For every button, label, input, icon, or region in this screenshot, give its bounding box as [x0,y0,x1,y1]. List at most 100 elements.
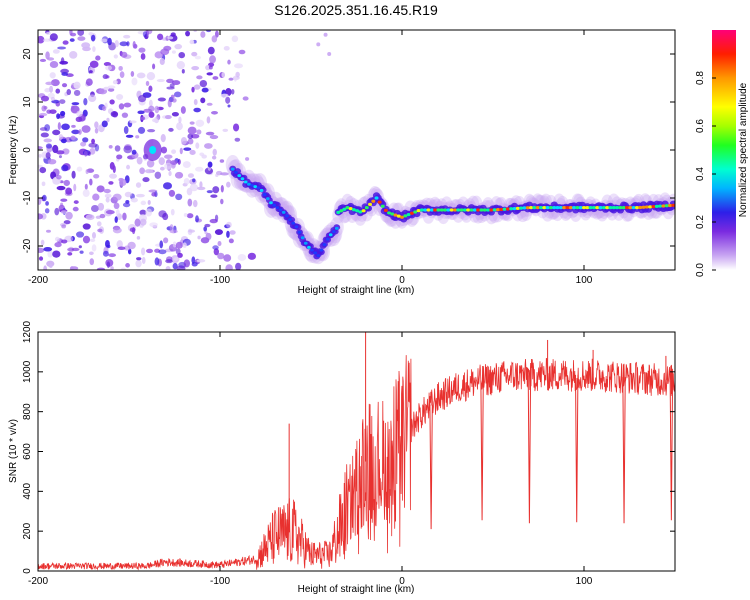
flat-track-core [406,212,411,217]
snr-dip [480,380,484,521]
noise-blob [148,105,155,112]
flat-track-core [426,208,431,212]
spectrogram-xtick-label: -200 [28,275,48,286]
noise-blob [171,50,176,54]
noise-blob [214,229,223,235]
noise-blob [83,97,88,106]
noise-blob [191,261,198,267]
flat-track-core [416,209,421,213]
noise-blob [135,135,140,139]
noise-blob [136,156,143,165]
noise-blob [201,154,207,159]
noise-blob [104,193,112,198]
flat-track-core [396,214,401,218]
descending-track-core [247,182,251,186]
noise-blob [163,237,169,244]
noise-blob [61,72,69,76]
noise-blob [209,55,216,64]
noise-blob [71,170,76,179]
descending-track-core [230,167,235,171]
noise-blob [149,222,158,228]
noise-blob [212,76,219,80]
noise-blob [58,134,64,140]
noise-blob [38,35,45,44]
noise-blob [108,181,114,185]
flat-track-core [505,207,510,211]
noise-blob [162,212,169,221]
noise-blob [206,30,211,33]
noise-blob [115,209,120,217]
descending-track-core [307,245,311,249]
noise-blob [195,119,205,127]
noise-blob [114,40,119,48]
noise-blob [80,141,87,147]
flat-track-core [387,211,392,215]
noise-blob [120,267,127,270]
flat-track-core [342,207,347,211]
flat-track-core [671,203,675,207]
flat-track-core [390,212,395,216]
flat-track-core [393,213,398,217]
noise-blob [76,166,83,172]
noise-blob [148,99,153,107]
noise-blob [52,144,59,154]
flat-track-core [409,211,414,215]
flat-track-core [400,215,404,219]
noise-blob [146,159,155,168]
noise-blob [116,154,123,160]
noise-blob [45,31,52,36]
descending-track-core [269,201,273,205]
noise-blob [96,267,106,270]
noise-blob [82,223,91,230]
noise-blob [159,166,165,171]
noise-blob [95,55,101,61]
snr-ylabel: SNR (10 * v/v) [8,419,19,483]
flat-track-core [439,208,444,212]
noise-blob [205,131,215,136]
noise-blob [219,159,225,163]
noise-blob [213,248,220,256]
flat-track-core [358,210,363,214]
noise-blob [85,169,89,175]
noise-blob [121,112,129,118]
noise-blob [44,124,51,132]
flat-track-core [572,205,577,210]
noise-blob [114,216,118,223]
noise-blob [136,235,141,240]
noise-blob [106,117,110,123]
noise-blob [105,239,110,249]
noise-blob [207,161,213,168]
noise-blob [122,202,131,208]
noise-blob [193,99,198,106]
noise-blob [103,86,110,91]
noise-blob [91,138,95,144]
noise-blob [38,154,42,158]
noise-blob [103,62,112,67]
flat-track-core [492,208,497,212]
noise-blob [192,199,198,208]
noise-blob [120,51,128,58]
noise-blob [141,247,146,256]
flat-track-core [625,205,629,210]
noise-blob [245,157,250,161]
noise-blob [55,88,61,94]
noise-blob [178,52,186,59]
descending-track-core [316,254,321,258]
noise-blob [220,185,224,193]
flat-track-core [615,205,620,210]
noise-blob [140,218,147,226]
noise-blob [117,246,126,250]
noise-blob [87,151,91,156]
noise-blob [229,230,236,235]
noise-blob [148,111,155,118]
noise-blob [44,208,50,214]
noise-blob [50,96,55,102]
noise-blob [183,213,188,217]
noise-blob [206,102,213,106]
flat-track-core [502,207,507,211]
noise-blob [220,93,229,98]
snr-ytick-label: 400 [22,483,33,500]
noise-blob [204,223,211,228]
flat-track-core [595,205,600,210]
